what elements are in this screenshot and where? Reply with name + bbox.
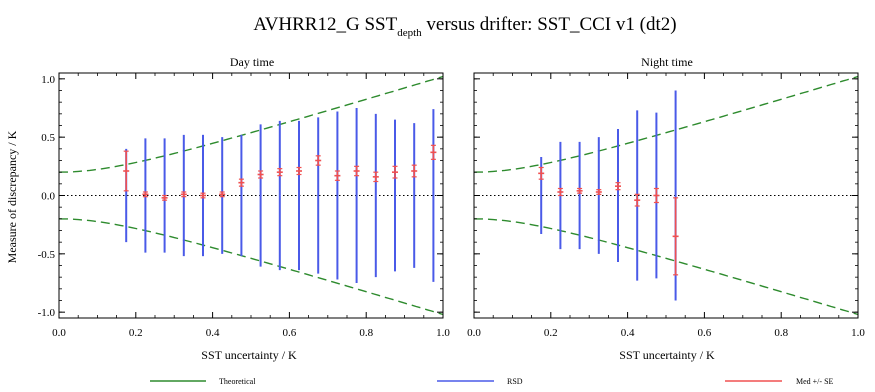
p0-ytick-label-4: 1.0 [41, 74, 55, 86]
p1-xtick-label-0: 0.0 [467, 327, 481, 339]
y-axis-label: Measure of discrepancy / K [5, 130, 19, 263]
p0-xtick-label-4: 0.8 [359, 327, 373, 339]
legend-rsd-label: RSD [507, 377, 523, 386]
p1-xtick-label-3: 0.6 [698, 327, 712, 339]
night-time-panel: Night time SST uncertainty / K 0.0 0.2 0.4… [467, 55, 865, 362]
night-time-title: Night time [641, 55, 693, 69]
p0-xtick-label-0: 0.0 [52, 327, 66, 339]
p0-ytick-label-3: 0.5 [41, 132, 55, 144]
p1-theoretical-lower [473, 218, 859, 316]
p1-xtick-label-1: 0.2 [544, 327, 558, 339]
p0-xtick-label-1: 0.2 [129, 327, 143, 339]
p0-xtick-label-3: 0.6 [283, 327, 297, 339]
legend-theoretical-label: Theoretical [219, 377, 256, 386]
day-time-title: Day time [230, 55, 274, 69]
p0-ytick-label-1: -0.5 [38, 249, 56, 261]
p0-ytick-label-0: -1.0 [38, 307, 56, 319]
day-time-xlabel: SST uncertainty / K [201, 348, 297, 362]
p0-theoretical-lower [58, 218, 444, 316]
p1-xtick-label-5: 1.0 [851, 327, 865, 339]
p1-xtick-label-4: 0.8 [774, 327, 788, 339]
p0-theoretical-upper [58, 75, 444, 173]
p1-xtick-label-2: 0.4 [621, 327, 635, 339]
figure-title: AVHRR12_G SSTdepth versus drifter: SST_C… [253, 14, 676, 39]
p0-ytick-label-2: 0.0 [41, 191, 55, 203]
legend-med-se-label: Med +/- SE [796, 377, 834, 386]
p1-theoretical-upper [473, 75, 859, 173]
night-time-xlabel: SST uncertainty / K [619, 348, 715, 362]
p0-xtick-label-5: 1.0 [436, 327, 450, 339]
legend: Theoretical RSD Med +/- SE [150, 377, 834, 386]
p0-xtick-label-2: 0.4 [206, 327, 220, 339]
day-time-panel: Day time SST uncertainty / K Measure of … [5, 55, 450, 362]
